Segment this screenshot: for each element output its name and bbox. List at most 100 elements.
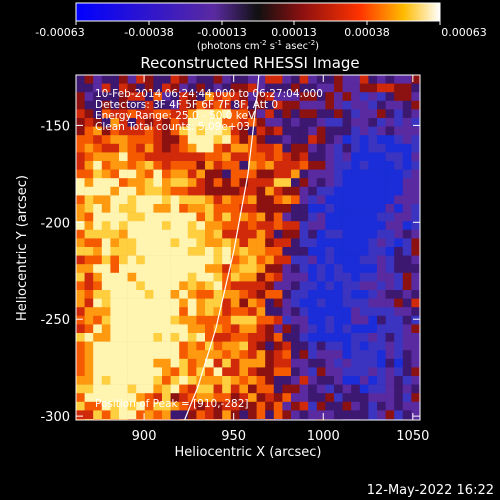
- heatmap-cell: [230, 307, 240, 317]
- heatmap-cell: [119, 161, 128, 170]
- heatmap-cell: [334, 152, 343, 162]
- heatmap-cell: [119, 186, 128, 196]
- heatmap-cell: [291, 333, 300, 342]
- heatmap-cell: [256, 75, 266, 84]
- heatmap-cell: [76, 195, 85, 205]
- heatmap-cell: [170, 341, 180, 351]
- heatmap-cell: [76, 298, 85, 308]
- heatmap-cell: [282, 161, 292, 170]
- heatmap-cell: [265, 169, 275, 179]
- heatmap-cell: [230, 204, 240, 213]
- heatmap-cell: [205, 212, 214, 222]
- heatmap-cell: [265, 324, 275, 334]
- heatmap-cell: [377, 264, 386, 274]
- heatmap-cell: [170, 83, 180, 93]
- heatmap-cell: [299, 350, 309, 360]
- heatmap-cell: [239, 75, 249, 84]
- heatmap-cell: [273, 290, 283, 299]
- heatmap-cell: [119, 333, 128, 342]
- heatmap-cell: [325, 333, 335, 342]
- heatmap-cell: [222, 212, 232, 222]
- heatmap-cell: [248, 92, 257, 102]
- heatmap-cell: [230, 324, 240, 334]
- heatmap-cell: [162, 393, 171, 403]
- colorbar-unit-label: (photons cm-2 s-1 asec-2): [197, 39, 319, 52]
- heatmap-cell: [213, 100, 223, 110]
- heatmap-cell: [308, 204, 318, 213]
- heatmap-cell: [239, 281, 249, 291]
- heatmap-cell: [359, 255, 369, 265]
- heatmap-cell: [153, 247, 163, 256]
- heatmap-cell: [342, 376, 352, 385]
- heatmap-cell: [170, 255, 180, 265]
- heatmap-cell: [342, 195, 352, 205]
- heatmap-cell: [196, 186, 206, 196]
- heatmap-cell: [230, 264, 240, 274]
- heatmap-cell: [136, 186, 146, 196]
- heatmap-cell: [256, 264, 266, 274]
- heatmap-cell: [196, 195, 206, 205]
- heatmap-cell: [239, 341, 249, 351]
- heatmap-cell: [127, 367, 137, 377]
- heatmap-cell: [265, 367, 275, 377]
- heatmap-cell: [170, 109, 180, 119]
- heatmap-cell: [299, 195, 309, 205]
- heatmap-cell: [316, 290, 326, 299]
- heatmap-cell: [282, 324, 292, 334]
- heatmap-cell: [402, 367, 412, 377]
- heatmap-cell: [222, 367, 232, 377]
- heatmap-cell: [334, 212, 343, 222]
- heatmap-cell: [170, 264, 180, 274]
- heatmap-cell: [411, 298, 420, 308]
- heatmap-cell: [162, 367, 171, 377]
- heatmap-cell: [93, 298, 103, 308]
- heatmap-cell: [385, 367, 395, 377]
- heatmap-cell: [187, 290, 197, 299]
- heatmap-cell: [205, 247, 214, 256]
- heatmap-cell: [153, 169, 163, 179]
- heatmap-cell: [351, 186, 361, 196]
- heatmap-cell: [136, 247, 146, 256]
- heatmap-cell: [299, 75, 309, 84]
- heatmap-cell: [351, 401, 361, 411]
- heatmap-cell: [179, 100, 189, 110]
- heatmap-cell: [127, 315, 137, 325]
- heatmap-cell: [76, 255, 85, 265]
- heatmap-cell: [213, 290, 223, 299]
- heatmap-cell: [127, 255, 137, 265]
- heatmap-cell: [334, 384, 343, 394]
- heatmap-cell: [196, 204, 206, 213]
- heatmap-cell: [377, 118, 386, 127]
- heatmap-cell: [170, 272, 180, 282]
- heatmap-cell: [377, 333, 386, 342]
- heatmap-cell: [230, 393, 240, 403]
- heatmap-cell: [170, 315, 180, 325]
- heatmap-cell: [239, 401, 249, 411]
- heatmap-cell: [239, 290, 249, 299]
- heatmap-cell: [205, 169, 214, 179]
- heatmap-cell: [282, 290, 292, 299]
- heatmap-cell: [385, 100, 395, 110]
- heatmap-cell: [273, 126, 283, 136]
- heatmap-cell: [282, 152, 292, 162]
- heatmap-cell: [325, 169, 335, 179]
- heatmap-cell: [162, 307, 171, 317]
- heatmap-cell: [411, 92, 420, 102]
- heatmap-cell: [377, 221, 386, 231]
- heatmap-cell: [368, 384, 378, 394]
- heatmap-cell: [316, 161, 326, 170]
- heatmap-cell: [325, 118, 335, 127]
- heatmap-cell: [273, 238, 283, 248]
- heatmap-cell: [239, 229, 249, 239]
- heatmap-cell: [282, 195, 292, 205]
- heatmap-cell: [299, 247, 309, 256]
- heatmap-cell: [239, 143, 249, 153]
- heatmap-cell: [273, 384, 283, 394]
- heatmap-cell: [299, 290, 309, 299]
- heatmap-cell: [411, 401, 420, 411]
- heatmap-cell: [119, 92, 128, 102]
- heatmap-cell: [316, 195, 326, 205]
- heatmap-cell: [196, 83, 206, 93]
- heatmap-cell: [377, 358, 386, 368]
- heatmap-cell: [316, 384, 326, 394]
